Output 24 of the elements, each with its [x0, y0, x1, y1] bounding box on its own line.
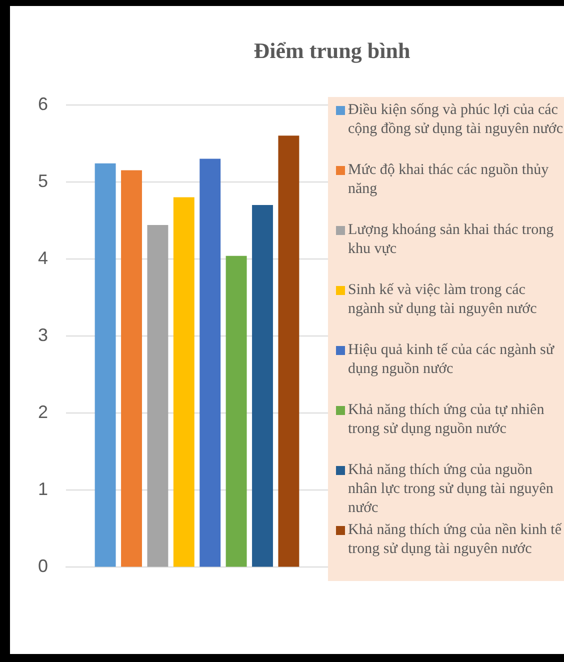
chart-title: Điểm trung bình [252, 38, 412, 64]
bar [94, 163, 116, 567]
y-tick-label: 2 [38, 402, 48, 422]
bar [252, 204, 273, 567]
legend-label: Mức độ khai thác các nguồn thủy năng [347, 161, 550, 199]
legend-label: Khả năng thích ứng của tự nhiên trong sử dụng nguồn nước [347, 401, 546, 439]
y-tick-label: 1 [38, 479, 48, 500]
bar [173, 197, 194, 567]
y-tick-label: 4 [38, 248, 48, 268]
legend-label: Điều kiện sống và phúc lợi của các cộng đồng sử dụng tài nguyên nước [347, 101, 564, 139]
y-tick-label: 0 [38, 556, 48, 576]
bar [121, 170, 142, 567]
bar [278, 136, 300, 567]
bar [200, 158, 221, 567]
bar [147, 225, 168, 567]
y-tick-label: 5 [38, 170, 48, 191]
legend-label: Hiệu quả kinh tế của các ngành sử dụng nguồn nước [347, 341, 556, 379]
y-tick-label: 3 [38, 324, 48, 345]
bar [226, 256, 247, 567]
y-tick-label: 6 [38, 94, 48, 114]
legend-label: Khả năng thích ứng của nguồn nhân lực trong sử dụng tài nguyên nước [347, 461, 554, 518]
legend-label: Khả năng thích ứng của nền kinh tế trong sử dụng tài nguyên nước [347, 521, 563, 559]
legend-label: Lượng khoáng sản khai thác trong khu vực [347, 221, 555, 259]
legend-label: Sinh kế và việc làm trong các ngành sử dụng tài nguyên nước [347, 281, 538, 319]
